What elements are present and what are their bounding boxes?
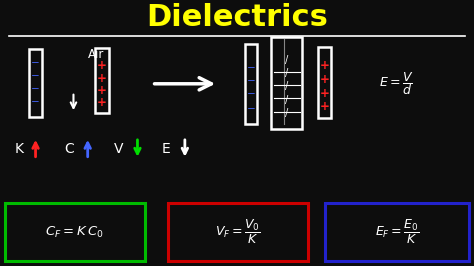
Bar [271,37,302,129]
Text: Air: Air [88,48,104,61]
Text: +: + [320,100,329,113]
Bar [95,48,109,113]
Text: /: / [285,55,288,65]
Bar [245,44,257,124]
Text: /: / [285,68,288,78]
Text: −: − [31,57,40,68]
Text: −: − [247,89,255,99]
Text: −: − [31,84,40,94]
Text: −: − [247,63,255,73]
Bar [29,49,42,117]
Text: Dielectrics: Dielectrics [146,3,328,32]
Text: /: / [285,95,288,105]
Text: −: − [31,97,40,107]
Text: +: + [97,72,107,85]
Text: $E = \dfrac{V}{d}$: $E = \dfrac{V}{d}$ [379,70,413,97]
Text: /: / [285,81,288,92]
Text: +: + [97,59,107,72]
Text: $E_F = \dfrac{E_0}{K}$: $E_F = \dfrac{E_0}{K}$ [375,218,419,246]
Text: /: / [285,108,288,118]
Bar [325,203,469,261]
Bar [318,47,331,118]
Text: C: C [64,142,73,156]
Text: +: + [320,73,329,86]
Bar [5,203,145,261]
Text: $C_F = K\,C_0$: $C_F = K\,C_0$ [46,225,104,240]
Text: +: + [320,87,329,99]
Text: +: + [320,59,329,72]
Text: V: V [114,142,123,156]
Bar [168,203,308,261]
Text: K: K [15,142,23,156]
Text: $V_F = \dfrac{V_0}{K}$: $V_F = \dfrac{V_0}{K}$ [215,218,261,246]
Text: −: − [247,104,255,114]
Text: +: + [97,84,107,97]
Text: E: E [162,142,170,156]
Text: +: + [97,96,107,109]
Text: −: − [31,71,40,81]
Text: −: − [247,76,255,86]
